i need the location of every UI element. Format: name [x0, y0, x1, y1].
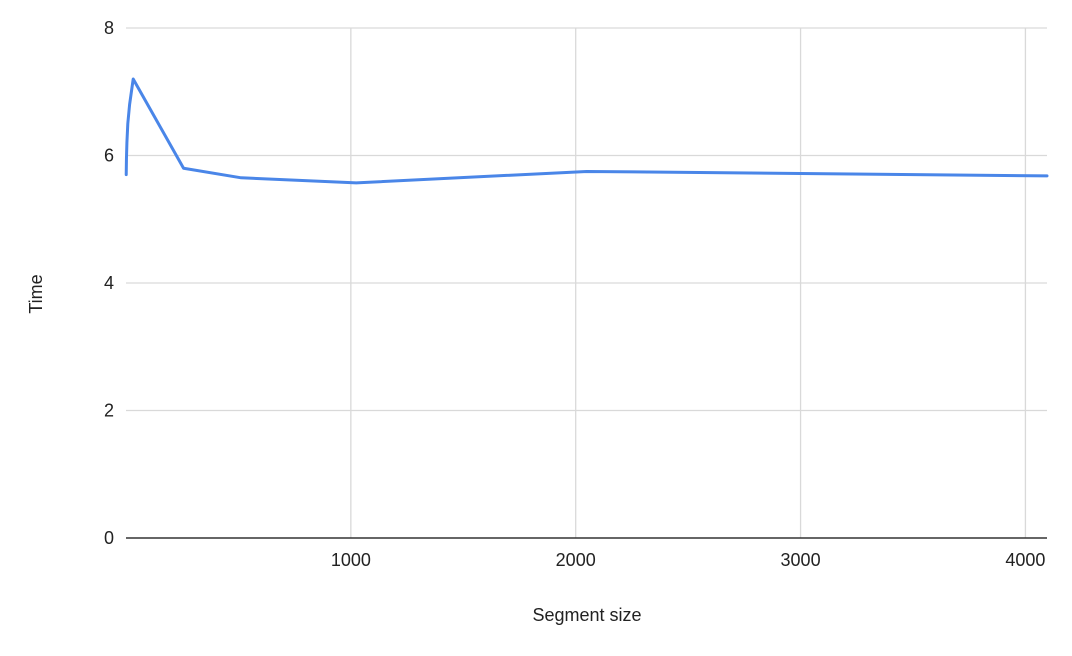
x-tick-label: 3000: [781, 550, 821, 570]
y-tick-label: 8: [104, 18, 114, 38]
x-tick-label: 1000: [331, 550, 371, 570]
y-tick-label: 6: [104, 146, 114, 166]
tick-labels: 0 2 4 6 8 1000 2000 3000 4000: [104, 18, 1045, 570]
y-axis-title: Time: [26, 274, 46, 313]
y-tick-label: 4: [104, 273, 114, 293]
x-tick-label: 4000: [1005, 550, 1045, 570]
y-tick-label: 0: [104, 528, 114, 548]
series-line-0: [124, 77, 1049, 185]
series-layer: [124, 77, 1049, 185]
x-axis-title: Segment size: [532, 605, 641, 625]
gridlines: [126, 27, 1047, 538]
x-tick-label: 2000: [556, 550, 596, 570]
y-tick-label: 2: [104, 401, 114, 421]
